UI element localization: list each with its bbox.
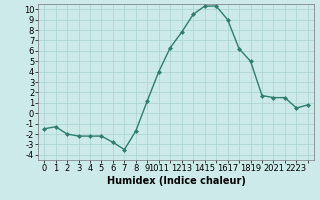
X-axis label: Humidex (Indice chaleur): Humidex (Indice chaleur) (107, 176, 245, 186)
